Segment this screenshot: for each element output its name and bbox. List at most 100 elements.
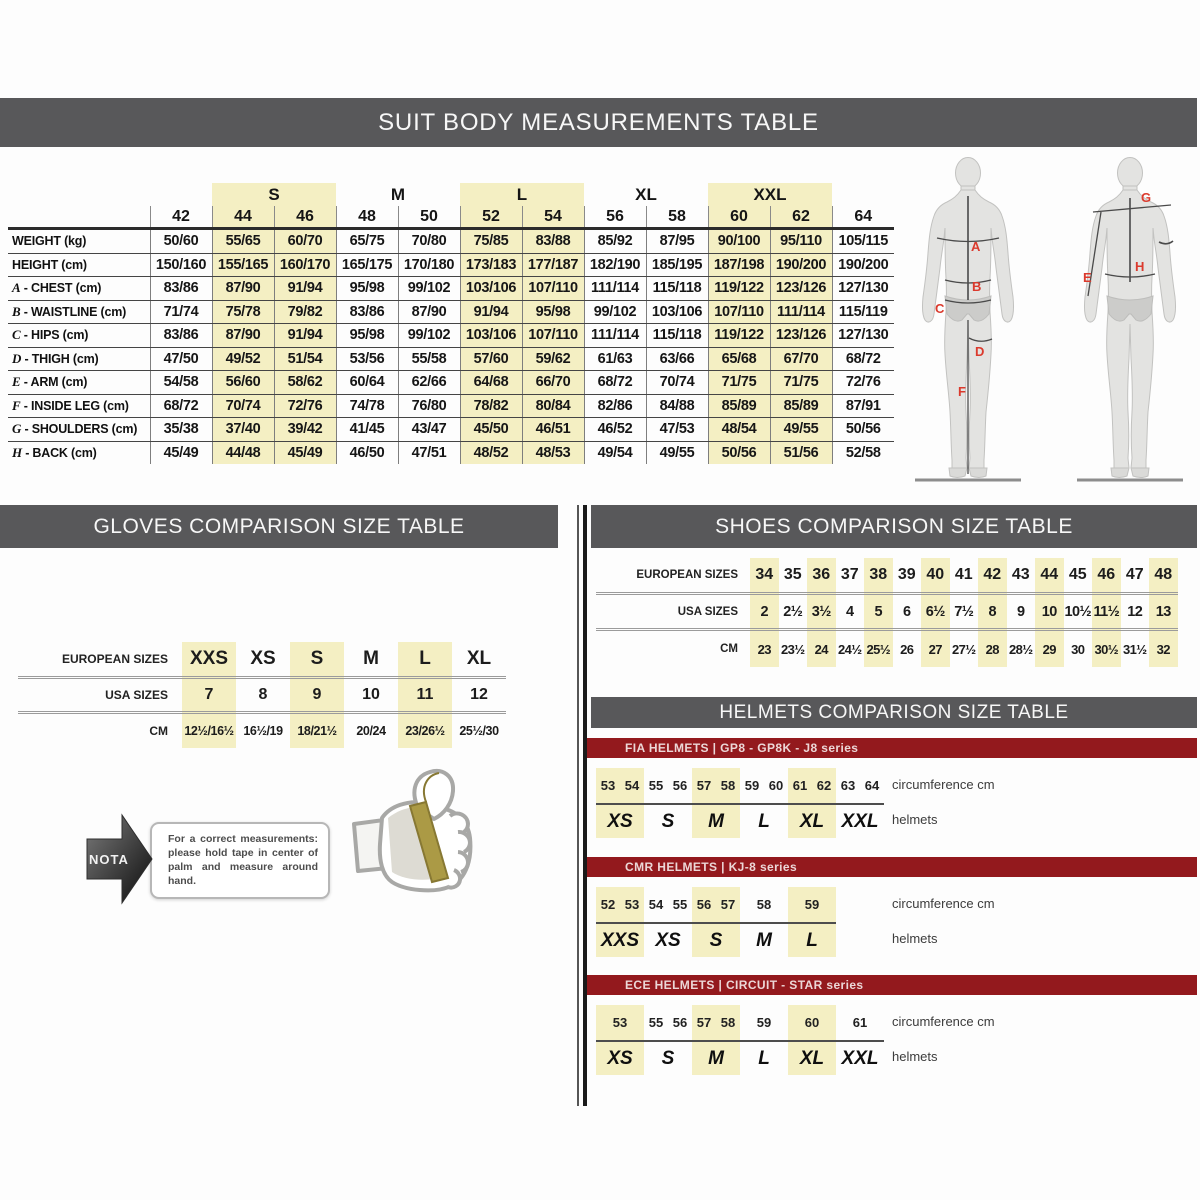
suit-table-cell: 41/45 xyxy=(335,417,398,442)
suit-table-cell: 87/90 xyxy=(211,276,274,301)
suit-table-cell: 71/74 xyxy=(149,300,212,324)
suit-table-cell: 95/98 xyxy=(335,276,398,301)
suit-table-row: H - BACK (cm) 45/49 44/48 45/49 46/50 47/51 48… xyxy=(8,441,894,464)
glove-size-cell: 8 xyxy=(236,677,290,714)
size-group-header: M xyxy=(390,184,406,204)
suit-table-row: B - WAISTLINE (cm) 71/74 75/78 79/82 83/86 87… xyxy=(8,300,894,324)
suit-table-cell: 43/47 xyxy=(397,417,460,442)
helmet-series-bar: FIA HELMETS | GP8 - GP8K - J8 series xyxy=(587,738,1197,758)
suit-table-cell: 103/106 xyxy=(459,323,522,348)
thumbs-up-hand-icon xyxy=(352,769,473,893)
shoe-size-cell: 37 xyxy=(835,558,864,595)
suit-table-cell: 185/195 xyxy=(645,253,708,277)
circumference-value: 63 xyxy=(840,778,856,793)
glove-size-cell: L xyxy=(398,642,452,679)
shoes-section-title: SHOES COMPARISON SIZE TABLE xyxy=(715,514,1073,538)
row-label: CM xyxy=(720,643,738,655)
glove-size-cell: 25½/30 xyxy=(459,724,499,738)
figure-label-thigh: D xyxy=(975,344,984,359)
suit-table-cell: 37/40 xyxy=(211,417,274,442)
suit-table-cell: 47/53 xyxy=(645,417,708,442)
nota-arrow-label: NOTA xyxy=(89,852,129,867)
helmet-circumference-numbers: 53 54 xyxy=(596,768,644,805)
suit-table-cell: 83/86 xyxy=(335,300,398,324)
suit-table-cell: 65/68 xyxy=(707,347,770,371)
shoe-size-cell: 40 xyxy=(921,558,950,595)
glove-size-cell: XS xyxy=(236,642,290,679)
helmet-circumference-numbers: 57 58 xyxy=(692,1005,740,1042)
suit-table-cell: 48/52 xyxy=(459,441,522,464)
helmet-size-group: 57 58 M xyxy=(692,768,740,838)
helmet-circumference-numbers: 58 xyxy=(740,887,788,924)
suit-table-cell: 119/122 xyxy=(707,323,770,348)
shoe-size-cell: 31½ xyxy=(1122,641,1147,657)
shoe-size-cell: 35 xyxy=(778,558,807,595)
suit-table-cell: 49/52 xyxy=(211,347,274,371)
helmet-size-groups: 53 54 XS 55 56 S 57 58 M 59 60 L 61 62 XL 63 64 XXL xyxy=(596,768,1197,838)
measurement-note-text: For a correct measurements: please hold … xyxy=(168,833,318,887)
shoe-size-cell: 2½ xyxy=(778,593,807,631)
suit-section-title: SUIT BODY MEASUREMENTS TABLE xyxy=(378,108,819,136)
table-row: USA SIZES 7 8 9 10 11 12 xyxy=(18,677,506,714)
measure-letter: G xyxy=(12,421,22,437)
helmet-series-strip: 53 54 XS 55 56 S 57 58 M 59 60 L 61 62 XL 63 64 XXL circu… xyxy=(596,768,1197,838)
figure-label-shoulders: G xyxy=(1141,190,1151,205)
measure-letter: E xyxy=(12,374,21,390)
shoe-size-cell: 28½ xyxy=(1008,641,1033,657)
panel-divider-thin xyxy=(577,505,579,1106)
circumference-value: 57 xyxy=(720,897,736,912)
glove-size-cell: 20/24 xyxy=(356,724,386,738)
suit-table-cell: 54/58 xyxy=(149,370,212,395)
row-label: EUROPEAN SIZES xyxy=(18,642,182,679)
suit-table-row: D - THIGH (cm) 47/50 49/52 51/54 53/56 55/58 5… xyxy=(8,347,894,371)
helmet-size-group: 61 XXL xyxy=(836,1005,884,1075)
gloves-section-title: GLOVES COMPARISON SIZE TABLE xyxy=(93,514,465,538)
figure-label-waist: B xyxy=(972,279,981,294)
circumference-value: 58 xyxy=(720,1015,736,1030)
shoe-size-cell: 43 xyxy=(1006,558,1035,595)
suit-table-cell: 170/180 xyxy=(397,253,460,277)
helmet-circumference-numbers: 54 55 xyxy=(644,887,692,924)
suit-table-cell: 52/58 xyxy=(831,441,894,464)
circumference-value: 62 xyxy=(816,778,832,793)
suit-table-cell: 90/100 xyxy=(707,228,770,254)
helmet-size-group: 63 64 XXL xyxy=(836,768,884,838)
helmet-size-group: 55 56 S xyxy=(644,768,692,838)
helmet-size-group: 59 L xyxy=(740,1005,788,1075)
helmet-series-2: ECE HELMETS | CIRCUIT - STAR series 53 XS… xyxy=(587,975,1197,1075)
glove-size-cell: 10 xyxy=(344,677,398,714)
helmet-size-label: M xyxy=(708,811,724,832)
helmet-circumference-numbers: 56 57 xyxy=(692,887,740,924)
helmet-size-group: 59 60 L xyxy=(740,768,788,838)
size-column-header: 42 xyxy=(149,206,212,230)
suit-table-cell: 160/170 xyxy=(273,253,336,277)
shoes-table: EUROPEAN SIZES 34 35 36 37 38 39 40 41 42 43 44 45 46… xyxy=(596,558,1178,667)
measure-letter: D xyxy=(12,350,22,366)
suit-table-cell: 99/102 xyxy=(583,300,646,324)
circumference-value: 56 xyxy=(672,1015,688,1030)
suit-table-cell: 50/60 xyxy=(149,228,212,254)
circumference-value: 61 xyxy=(852,1015,868,1030)
suit-table-cell: 99/102 xyxy=(397,276,460,301)
suit-table-cell: 123/126 xyxy=(769,276,832,301)
suit-table-cell: 75/85 xyxy=(459,228,522,254)
helmet-size-group: 59 L xyxy=(788,887,836,957)
suit-table-cell: 127/130 xyxy=(831,276,894,301)
shoe-size-cell: 13 xyxy=(1149,593,1178,631)
size-column-header: 64 xyxy=(831,206,894,230)
circumference-value: 53 xyxy=(600,778,616,793)
size-column-header: 46 xyxy=(273,206,336,230)
suit-table-row: E - ARM (cm) 54/58 56/60 58/62 60/64 62/66 64/… xyxy=(8,370,894,395)
suit-table-cell: 46/50 xyxy=(335,441,398,464)
suit-table-cell: 71/75 xyxy=(707,370,770,395)
suit-table-cell: 48/54 xyxy=(707,417,770,442)
shoe-size-cell: 10½ xyxy=(1063,593,1092,631)
nota-arrow: NOTA xyxy=(86,813,153,905)
suit-table-cell: 44/48 xyxy=(211,441,274,464)
helmet-series-name: FIA HELMETS | GP8 - GP8K - J8 series xyxy=(625,741,859,755)
shoes-section-header: SHOES COMPARISON SIZE TABLE xyxy=(591,505,1197,548)
helmet-series-strip: 53 XS 55 56 S 57 58 M 59 L 60 XL 61 XXL circumference… xyxy=(596,1005,1197,1075)
suit-table-cell: 49/54 xyxy=(583,441,646,464)
suit-table-cell: 111/114 xyxy=(583,276,646,301)
suit-table-cell: 91/94 xyxy=(459,300,522,324)
